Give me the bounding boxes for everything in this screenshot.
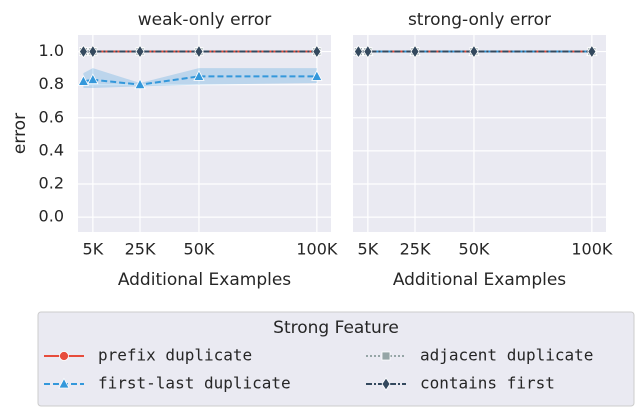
x-tick-label: 5K (358, 240, 379, 259)
data-point (363, 44, 373, 59)
y-tick-label: 0.2 (39, 173, 64, 192)
y-axis-label: error (10, 113, 30, 154)
data-point (311, 70, 323, 81)
x-tick-label: 25K (400, 240, 431, 259)
data-point (78, 44, 88, 59)
legend-label: contains first (420, 374, 555, 393)
plot-area (353, 35, 606, 232)
y-tick-label: 0.0 (39, 207, 64, 226)
legend-marker (381, 351, 391, 361)
legend-label: prefix duplicate (98, 346, 252, 365)
data-point (312, 44, 322, 59)
x-tick-label: 25K (125, 240, 156, 259)
data-point (410, 44, 420, 59)
legend-label: adjacent duplicate (420, 346, 593, 365)
legend-marker (58, 377, 70, 389)
data-point (87, 73, 99, 85)
subplot-title: strong-only error (408, 10, 551, 30)
y-tick-label: 0.6 (39, 107, 64, 126)
data-point (469, 44, 479, 59)
data-point (134, 78, 146, 90)
data-point (77, 74, 90, 86)
y-tick-label: 0.4 (39, 140, 64, 159)
legend-box (37, 311, 635, 407)
legend-label: first-last duplicate (98, 374, 291, 393)
data-point (193, 70, 205, 81)
data-point (88, 44, 98, 59)
legend-marker (381, 377, 391, 391)
legend-marker (59, 351, 69, 361)
subplot-title: weak-only error (138, 10, 272, 30)
x-tick-label: 50K (184, 240, 215, 259)
y-tick-label: 1.0 (39, 41, 64, 60)
x-tick-label: 100K (296, 240, 338, 259)
x-axis-label: Additional Examples (118, 270, 291, 290)
legend-title: Strong Feature (273, 318, 399, 338)
x-axis-label: Additional Examples (393, 270, 566, 290)
data-point (194, 44, 204, 59)
data-point (353, 44, 363, 59)
data-point (587, 44, 597, 59)
x-tick-label: 50K (459, 240, 490, 259)
plot-area (78, 35, 331, 232)
x-tick-label: 100K (571, 240, 613, 259)
x-tick-label: 5K (83, 240, 104, 259)
data-point (135, 44, 145, 59)
y-tick-label: 0.8 (39, 74, 64, 93)
